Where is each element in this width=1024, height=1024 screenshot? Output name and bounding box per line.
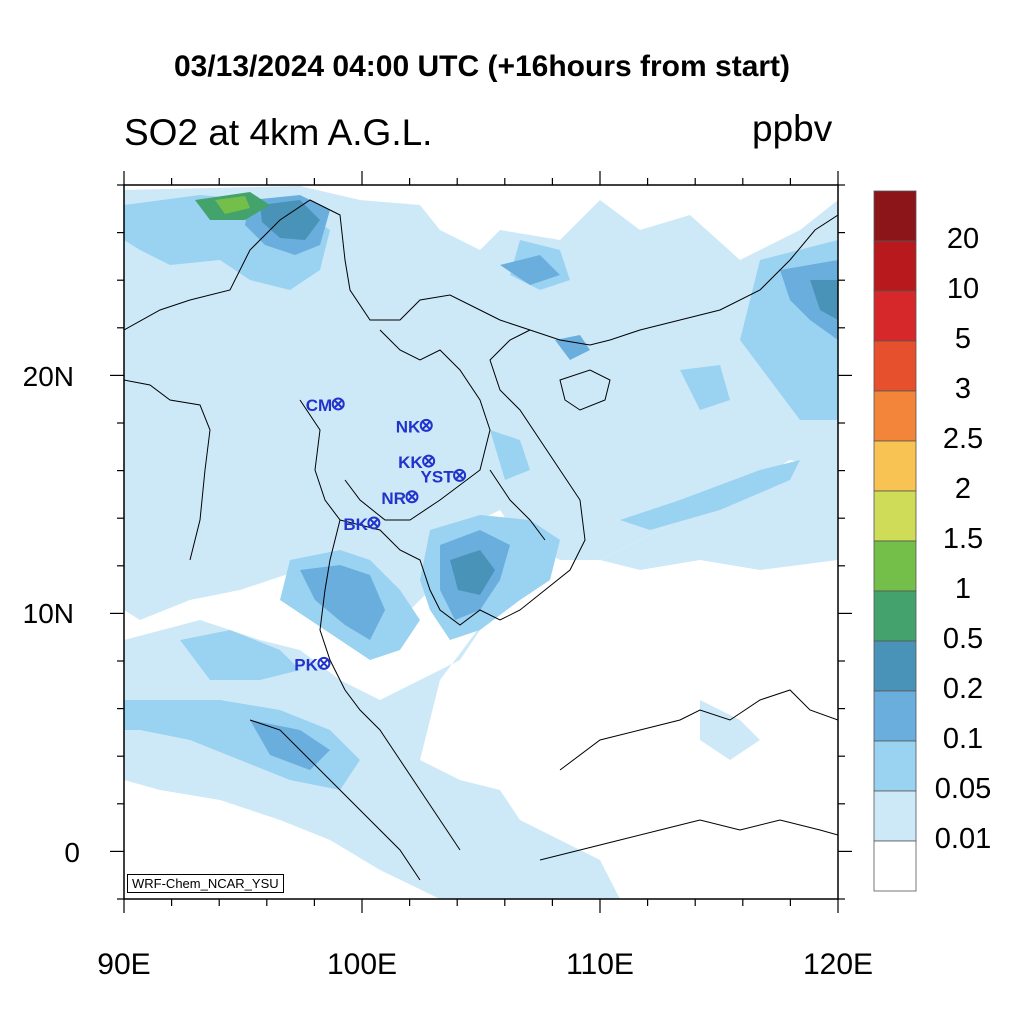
colorbar-swatch	[873, 290, 917, 342]
y-tick-label: 10N	[22, 598, 74, 629]
so2-field	[124, 185, 838, 899]
colorbar-level-label: 0.01	[934, 823, 992, 855]
colorbar-swatch	[873, 840, 917, 892]
station-symbol-icon	[419, 418, 433, 432]
colorbar-swatch	[873, 790, 917, 842]
station-marker: CM	[306, 396, 345, 415]
station-symbol-icon	[331, 397, 345, 411]
colorbar-level-label: 2	[954, 473, 972, 505]
colorbar-swatch	[873, 590, 917, 642]
colorbar-level-label: 5	[954, 323, 972, 355]
y-tick-label: 20N	[22, 361, 74, 392]
colorbar-swatch	[873, 390, 917, 442]
model-credit: WRF-Chem_NCAR_YSU	[127, 874, 284, 893]
colorbar-swatch	[873, 440, 917, 492]
colorbar-level-label: 20	[946, 223, 980, 255]
x-tick-label: 100E	[326, 948, 398, 981]
station-marker: YST	[421, 467, 467, 486]
colorbar-level-label: 1	[954, 573, 972, 605]
units-label: ppbv	[752, 108, 833, 149]
map-subtitle: SO2 at 4km A.G.L.	[124, 112, 433, 153]
station-marker: NR	[381, 489, 419, 508]
colorbar-swatch	[873, 740, 917, 792]
colorbar-level-label: 1.5	[942, 523, 984, 555]
colorbar-swatch	[873, 640, 917, 692]
colorbar-level-label: 0.05	[934, 773, 992, 805]
station-label: BK	[343, 515, 368, 534]
station-marker: PK	[294, 655, 331, 674]
axis-ticks	[110, 171, 852, 913]
station-marker: KK	[398, 453, 436, 472]
station-symbol-icon	[453, 468, 467, 482]
colorbar-swatch	[873, 490, 917, 542]
map-title: 03/13/2024 04:00 UTC (+16hours from star…	[173, 50, 791, 83]
x-tick-label: 120E	[802, 948, 874, 981]
colorbar-level-label: 0.2	[942, 673, 984, 705]
station-marker: BK	[343, 515, 381, 534]
colorbar	[873, 190, 917, 892]
colorbar-level-label: 10	[946, 273, 980, 305]
colorbar-swatch	[873, 240, 917, 292]
colorbar-swatch	[873, 540, 917, 592]
station-label: CM	[306, 396, 332, 415]
colorbar-swatch	[873, 340, 917, 392]
station-symbol-icon	[405, 490, 419, 504]
station-label: NK	[396, 417, 421, 436]
x-tick-label: 110E	[566, 948, 634, 981]
station-symbol-icon	[422, 454, 436, 468]
station-label: PK	[294, 655, 318, 674]
colorbar-swatch	[873, 190, 917, 242]
station-label: NR	[381, 489, 406, 508]
station-symbol-icon	[317, 656, 331, 670]
plot-frame	[123, 184, 839, 900]
station-label: YST	[421, 467, 455, 486]
station-marker: NK	[396, 417, 433, 436]
x-tick-label: 90E	[97, 948, 151, 981]
colorbar-level-label: 2.5	[942, 423, 984, 455]
station-symbol-icon	[367, 516, 381, 530]
station-label: KK	[398, 453, 423, 472]
colorbar-level-label: 3	[954, 373, 972, 405]
colorbar-level-label: 0.1	[942, 723, 984, 755]
colorbar-level-label: 0.5	[942, 623, 984, 655]
colorbar-swatch	[873, 690, 917, 742]
y-tick-label: 0	[64, 837, 80, 868]
